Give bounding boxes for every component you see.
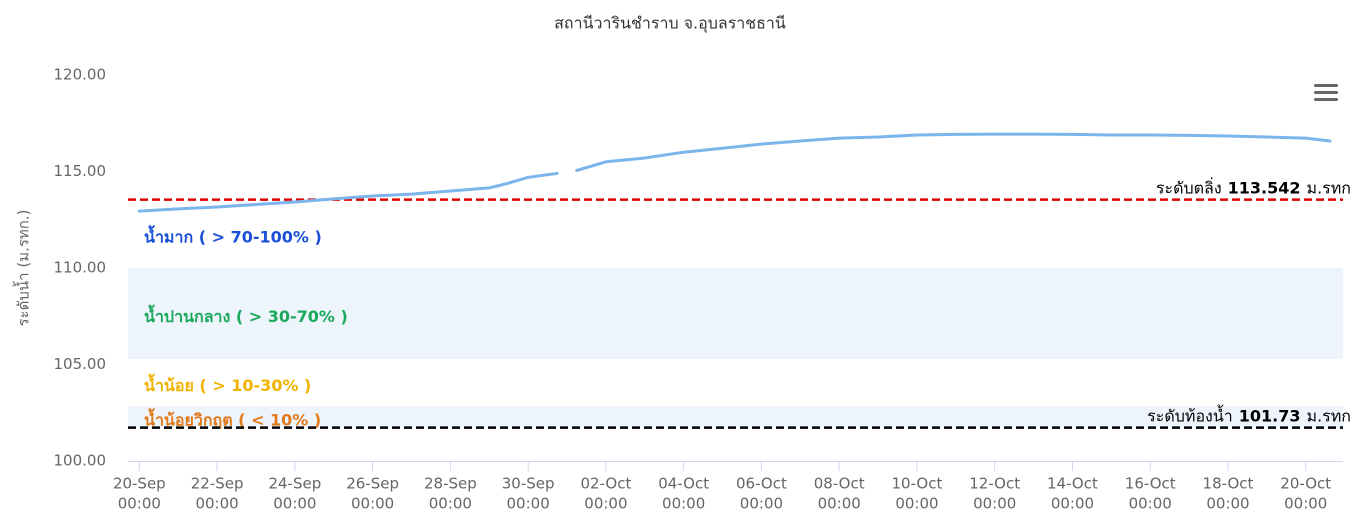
x-tick-label: 16-Oct [1125, 475, 1176, 493]
x-tick-label: 00:00 [195, 495, 238, 513]
plot-line-label-unit: ม.รทก [1307, 406, 1351, 425]
x-tick-label: 00:00 [351, 495, 394, 513]
x-tick-label: 00:00 [118, 495, 161, 513]
plot-line-label: ระดับตลิ่ง 113.542 ม.รทก [1156, 176, 1351, 197]
x-tick-label: 30-Sep [502, 475, 555, 493]
data-line [137, 132, 1332, 213]
plot-line-label: ระดับท้องน้ำ 101.73 ม.รทก [1147, 404, 1351, 425]
x-tick-label: 20-Sep [113, 475, 166, 493]
x-tick-label: 02-Oct [580, 475, 631, 493]
plot-line-label-value: 113.542 [1228, 178, 1301, 197]
y-tick-label: 105.00 [54, 355, 107, 373]
x-tick-label: 00:00 [740, 495, 783, 513]
x-tick-label: 00:00 [1129, 495, 1172, 513]
zone-label: น้ำปานกลาง ( > 30-70% ) [144, 304, 348, 326]
x-tick-label: 00:00 [507, 495, 550, 513]
x-tick-label: 14-Oct [1047, 475, 1098, 493]
x-tick-label: 00:00 [973, 495, 1016, 513]
x-tick-label: 00:00 [429, 495, 472, 513]
x-tick-label: 00:00 [662, 495, 705, 513]
x-tick-label: 08-Oct [814, 475, 865, 493]
x-tick-label: 12-Oct [969, 475, 1020, 493]
y-tick-label: 100.00 [54, 452, 107, 470]
menu-bar [1314, 84, 1338, 87]
x-tick-label: 04-Oct [658, 475, 709, 493]
chart-title: สถานีวารินชำราบ จ.อุบลราชธานี [554, 14, 786, 34]
x-tick-label: 00:00 [584, 495, 627, 513]
x-tick-label: 00:00 [1206, 495, 1249, 513]
plot-line-label-unit: ม.รทก [1307, 178, 1351, 197]
x-tick-label: 00:00 [1051, 495, 1094, 513]
x-tick-label: 28-Sep [424, 475, 477, 493]
y-tick-label: 120.00 [54, 66, 107, 84]
y-tick-label: 115.00 [54, 162, 107, 180]
zone-label: น้ำน้อย ( > 10-30% ) [144, 373, 311, 395]
y-axis-title: ระดับน้ำ (ม.รทก.) [13, 210, 33, 327]
x-tick-label: 24-Sep [268, 475, 321, 493]
zone-label: น้ำมาก ( > 70-100% ) [144, 224, 322, 246]
menu-bar [1314, 98, 1338, 101]
x-tick-label: 26-Sep [346, 475, 399, 493]
x-tick-label: 22-Sep [191, 475, 244, 493]
menu-button[interactable] [1314, 84, 1338, 101]
x-tick-label: 06-Oct [736, 475, 787, 493]
x-tick-label: 00:00 [1284, 495, 1327, 513]
plot-line-label-value: 101.73 [1239, 406, 1301, 425]
plot-line-label-name: ระดับท้องน้ำ [1147, 404, 1233, 425]
zone-label: น้ำน้อยวิกฤต ( < 10% ) [144, 407, 321, 429]
x-tick-label: 18-Oct [1203, 475, 1254, 493]
x-tick-label: 00:00 [273, 495, 316, 513]
plot-line-label-name: ระดับตลิ่ง [1156, 176, 1222, 197]
plot-band [128, 405, 1343, 428]
x-tick-label: 00:00 [818, 495, 861, 513]
plot-band [128, 268, 1343, 360]
x-tick-label: 00:00 [895, 495, 938, 513]
y-tick-label: 110.00 [54, 259, 107, 277]
x-tick-label: 20-Oct [1280, 475, 1331, 493]
x-tick-label: 10-Oct [892, 475, 943, 493]
menu-bar [1314, 91, 1338, 94]
